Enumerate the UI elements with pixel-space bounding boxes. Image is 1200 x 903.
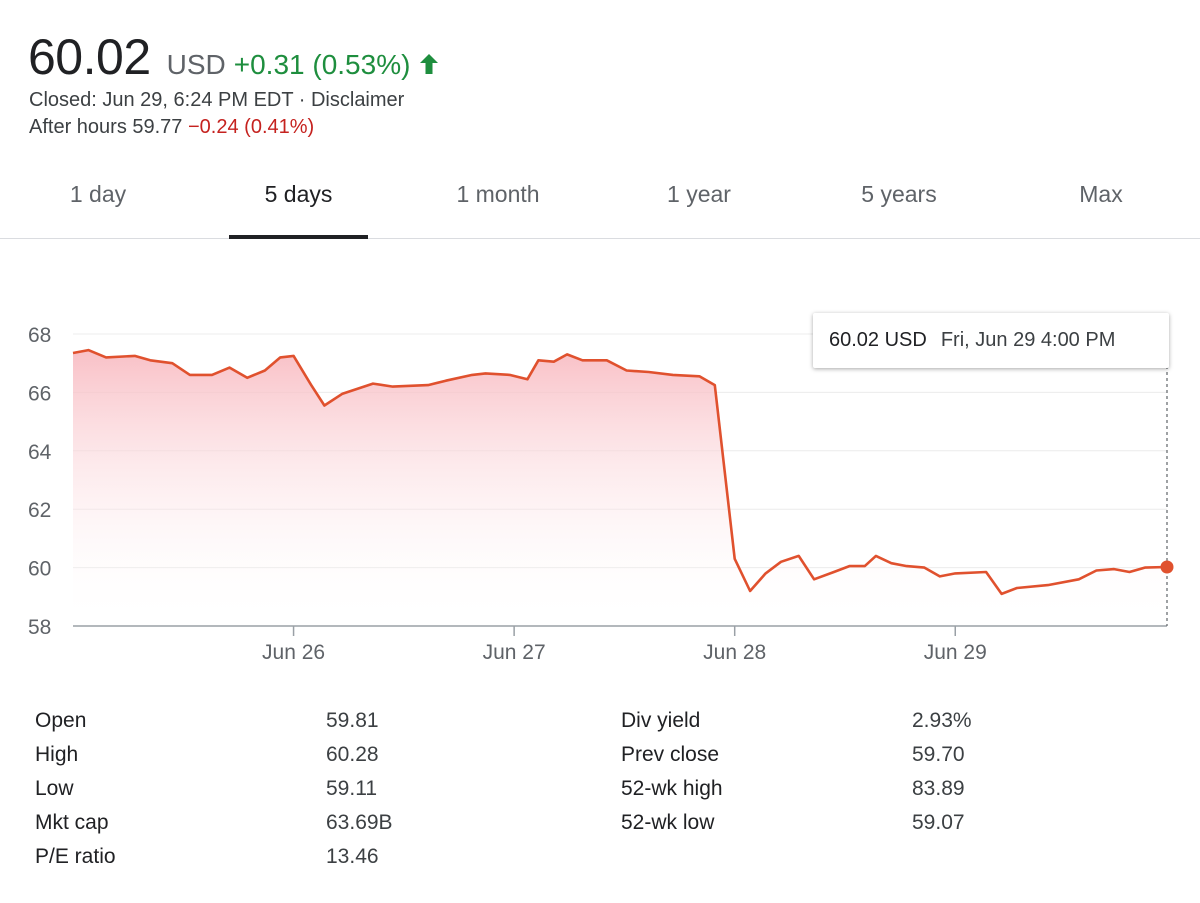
- tab-max[interactable]: Max: [1079, 181, 1123, 207]
- stat-value-mkt-cap: 63.69B: [326, 811, 393, 834]
- stat-label-high: High: [35, 743, 79, 766]
- y-tick-label: 68: [28, 324, 51, 347]
- x-tick-label: Jun 29: [924, 641, 987, 664]
- y-tick-label: 58: [28, 616, 51, 639]
- stat-label-52-wk-low: 52-wk low: [621, 811, 715, 834]
- after-hours-label: After hours 59.77: [29, 116, 183, 138]
- stat-label-div-yield: Div yield: [621, 709, 701, 732]
- stat-label-low: Low: [35, 777, 74, 800]
- stat-label-prev-close: Prev close: [621, 743, 720, 766]
- tab-1-day[interactable]: 1 day: [69, 181, 127, 207]
- stat-label-open: Open: [35, 709, 87, 732]
- hover-point: [1160, 560, 1174, 574]
- after-hours-info: After hours 59.77 −0.24 (0.41%): [29, 116, 314, 139]
- price-chart[interactable]: 58 60 62 64 66 68 Jun 26 Jun 27 Jun 28 Jun 29: [0, 300, 1200, 680]
- y-tick-label: 60: [28, 558, 51, 581]
- tooltip-value: 60.02 USD: [829, 329, 927, 351]
- stat-label-pe-ratio: P/E ratio: [35, 845, 116, 868]
- closed-info: Closed: Jun 29, 6:24 PM EDT · Disclaimer: [29, 89, 405, 111]
- x-tick-label: Jun 26: [262, 641, 325, 664]
- stat-value-high: 60.28: [326, 743, 379, 766]
- tab-5-years[interactable]: 5 years: [861, 181, 937, 207]
- stat-value-52-wk-low: 59.07: [912, 811, 965, 834]
- x-tick-label: Jun 28: [703, 641, 766, 664]
- stat-label-52-wk-high: 52-wk high: [621, 777, 723, 800]
- current-price: 60.02: [28, 29, 151, 85]
- price-line: [72, 348, 1168, 596]
- stat-value-low: 59.11: [326, 777, 377, 800]
- chart-tooltip: 60.02 USD Fri, Jun 29 4:00 PM: [813, 313, 1169, 368]
- price-change: +0.31 (0.53%): [233, 49, 411, 80]
- price-area: [73, 350, 1167, 626]
- stat-value-open: 59.81: [326, 709, 379, 732]
- y-tick-label: 62: [28, 499, 51, 522]
- tab-1-year[interactable]: 1 year: [667, 181, 731, 207]
- range-tabs: 1 day 5 days 1 month 1 year 5 years Max: [0, 158, 1200, 239]
- stat-value-prev-close: 59.70: [912, 743, 965, 766]
- x-tick-label: Jun 27: [483, 641, 546, 664]
- stat-value-52-wk-high: 83.89: [912, 777, 965, 800]
- tab-1-month[interactable]: 1 month: [456, 181, 540, 207]
- after-hours-change: −0.24 (0.41%): [188, 116, 315, 138]
- arrow-up-icon: [420, 54, 439, 74]
- tab-5-days[interactable]: 5 days: [229, 158, 368, 239]
- y-tick-label: 64: [28, 441, 52, 464]
- tooltip-date: Fri, Jun 29 4:00 PM: [940, 329, 1116, 351]
- stat-label-mkt-cap: Mkt cap: [35, 811, 109, 834]
- quote-header: 60.02 USD +0.31 (0.53%): [28, 28, 440, 88]
- currency-label: USD: [166, 49, 226, 80]
- y-tick-label: 66: [28, 382, 51, 405]
- stat-value-pe-ratio: 13.46: [326, 845, 379, 868]
- stat-value-div-yield: 2.93%: [912, 709, 972, 732]
